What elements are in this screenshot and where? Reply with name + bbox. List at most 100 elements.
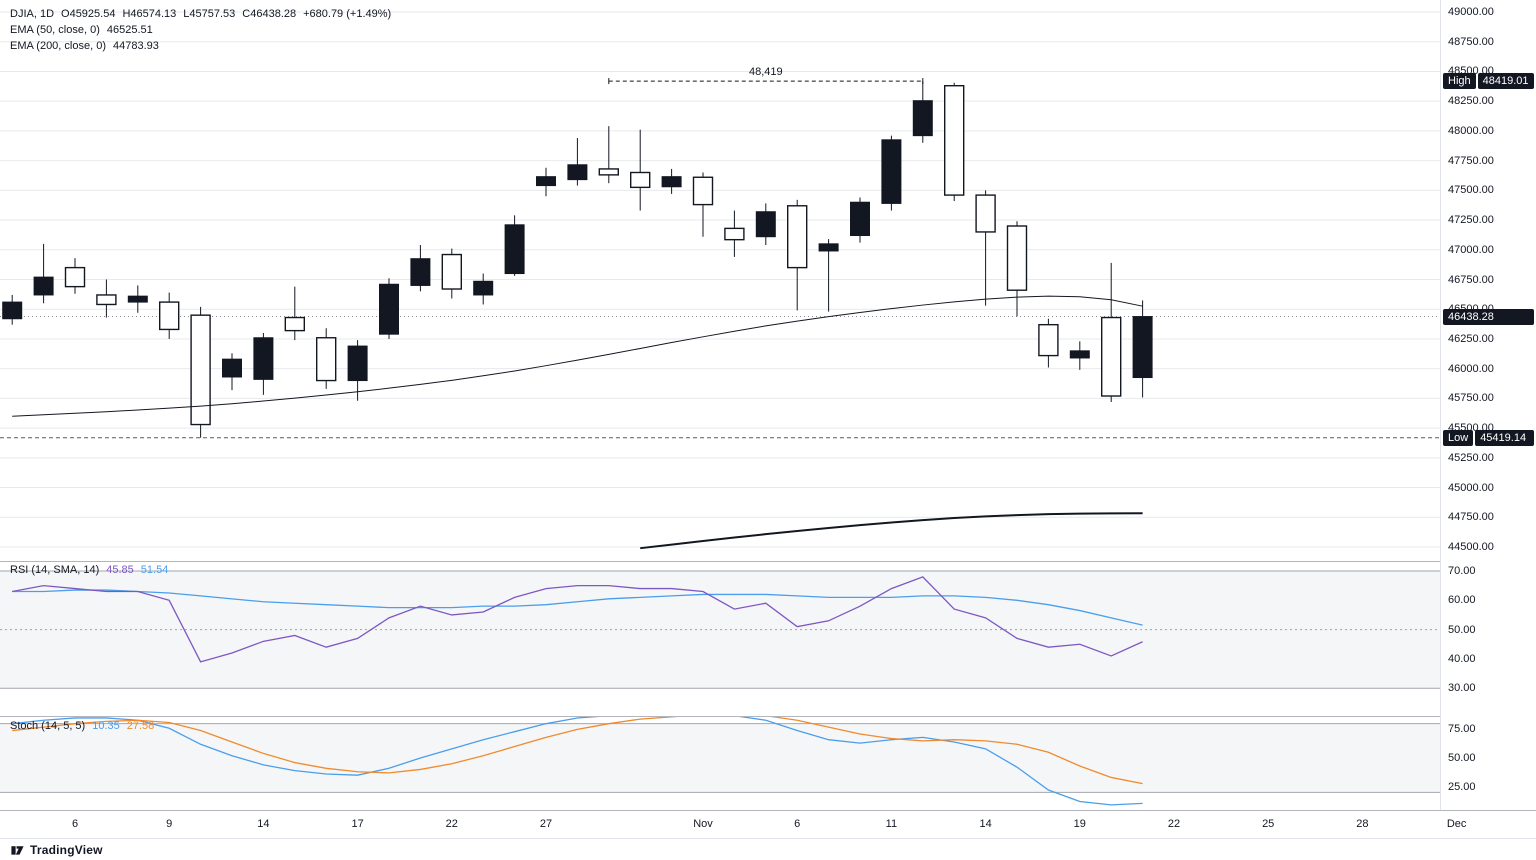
candle [912, 100, 933, 137]
low-badge-label: Low [1443, 429, 1474, 446]
candle [944, 85, 965, 196]
candle [316, 337, 337, 382]
candle [724, 227, 745, 241]
high-badge-label: High [1443, 73, 1476, 90]
price-axis[interactable]: High 48419.01 46438.28 Low 45419.14 4900… [1440, 0, 1536, 810]
candle [158, 301, 180, 331]
time-axis-label: 25 [1262, 818, 1275, 830]
main-grid [0, 11, 1440, 548]
stoch-axis-label: 50.00 [1448, 752, 1476, 764]
change-value: +680.79 (+1.49%) [303, 8, 392, 20]
price-axis-label: 48000.00 [1448, 124, 1494, 137]
time-axis-label: 27 [539, 818, 553, 830]
ema200-legend-row[interactable]: EMA (200, close, 0) 44783.93 [10, 38, 391, 54]
stoch-legend-label[interactable]: Stoch (14, 5, 5) [10, 720, 86, 732]
chart-canvas[interactable]: 48,419 [0, 0, 1440, 810]
high-badge-value: 48419.01 [1477, 73, 1534, 90]
attribution-bar: TradingView [0, 838, 1536, 860]
stoch-legend[interactable]: Stoch (14, 5, 5) 10.35 27.58 [10, 718, 154, 734]
candle [787, 205, 808, 269]
rsi-axis-label: 40.00 [1448, 652, 1476, 665]
price-axis-label: 45750.00 [1448, 392, 1494, 405]
stoch-axis-label: 75.00 [1448, 723, 1476, 736]
time-axis[interactable]: 6 9 14 17 22 27 Nov 6 11 14 19 22 25 28 Dec [0, 810, 1536, 838]
time-axis-label: 6 [794, 818, 801, 830]
candle [755, 211, 776, 238]
time-axis-label: 9 [166, 818, 173, 830]
rsi-line [12, 576, 1143, 663]
candle [504, 224, 525, 275]
price-axis-label: 48250.00 [1448, 95, 1494, 108]
time-axis-label: 17 [351, 818, 364, 830]
high-annotation: 48,419 [749, 66, 783, 78]
candle [1100, 316, 1122, 397]
candle [975, 194, 996, 233]
stoch-d-line [12, 717, 1143, 785]
rsi-axis-label: 70.00 [1448, 565, 1476, 577]
price-axis-label: 46500.00 [1448, 303, 1494, 316]
symbol-title[interactable]: DJIA, 1D [10, 8, 55, 20]
candle [692, 176, 714, 206]
candle [1006, 225, 1028, 291]
ohlc-close: C46438.28 [242, 8, 297, 20]
price-axis-label: 45250.00 [1448, 451, 1494, 464]
candle [850, 201, 870, 237]
ohlc-high: H46574.13 [122, 8, 177, 20]
last-price-badge: 46438.28 [1443, 308, 1534, 325]
low-badge-value: 45419.14 [1475, 429, 1534, 446]
ema50-legend-row[interactable]: EMA (50, close, 0) 46525.51 [10, 22, 391, 38]
candle [96, 294, 117, 306]
rsi-pane [0, 570, 1440, 689]
ema200-line [640, 512, 1143, 550]
main-legend[interactable]: DJIA, 1D O45925.54 H46574.13 L45757.53 C… [10, 6, 391, 54]
stoch-axis-label: 25.00 [1448, 780, 1476, 793]
candle [253, 337, 274, 380]
candles [2, 81, 1153, 438]
tradingview-logo-icon[interactable] [10, 842, 25, 857]
candle [661, 176, 682, 188]
candle [1069, 350, 1090, 359]
price-axis-label: 49000.00 [1448, 6, 1494, 18]
ema200-legend-value: 44783.93 [113, 40, 159, 52]
ema50-legend-value: 46525.51 [106, 24, 153, 36]
price-axis-label: 45500.00 [1448, 422, 1494, 435]
candle [536, 176, 556, 187]
pane-separator-rsi[interactable] [0, 561, 1536, 562]
ema50-legend-label[interactable]: EMA (50, close, 0) [10, 24, 100, 36]
price-axis-label: 47750.00 [1448, 154, 1494, 167]
time-axis-label: 6 [71, 818, 79, 830]
ema50-line [12, 295, 1143, 417]
time-axis-label: 22 [1167, 818, 1181, 830]
ema200-legend-label[interactable]: EMA (200, close, 0) [10, 40, 106, 52]
candle [1132, 316, 1153, 379]
price-axis-label: 46750.00 [1448, 273, 1494, 286]
candle [127, 295, 148, 303]
time-axis-label: 11 [885, 818, 898, 830]
price-axis-label: 47250.00 [1448, 214, 1494, 227]
tradingview-brand[interactable]: TradingView [30, 842, 103, 857]
candle [190, 314, 211, 426]
candle [473, 280, 494, 296]
rsi-axis-label: 30.00 [1448, 682, 1476, 695]
rsi-sma-value: 51.54 [140, 564, 169, 576]
symbol-legend-row[interactable]: DJIA, 1D O45925.54 H46574.13 L45757.53 C… [10, 6, 391, 22]
price-axis-label: 48500.00 [1448, 65, 1494, 78]
rsi-legend[interactable]: RSI (14, SMA, 14) 45.85 51.54 [10, 562, 168, 578]
time-axis-label: 22 [445, 818, 458, 830]
high-badge: High 48419.01 [1443, 73, 1534, 90]
time-axis-label: Nov [693, 818, 713, 830]
time-axis-label: 28 [1356, 818, 1369, 830]
candle [2, 301, 23, 320]
candle [441, 253, 462, 290]
price-axis-label: 47000.00 [1448, 243, 1494, 256]
candle [630, 171, 651, 189]
stoch-pane [0, 717, 1440, 806]
price-axis-label: 46000.00 [1448, 362, 1494, 375]
pane-separator-stoch[interactable] [0, 716, 1536, 717]
rsi-axis-label: 60.00 [1448, 594, 1476, 607]
candle [567, 164, 588, 181]
candle [1038, 323, 1059, 357]
rsi-legend-label[interactable]: RSI (14, SMA, 14) [10, 564, 100, 576]
low-badge: Low 45419.14 [1443, 429, 1534, 446]
